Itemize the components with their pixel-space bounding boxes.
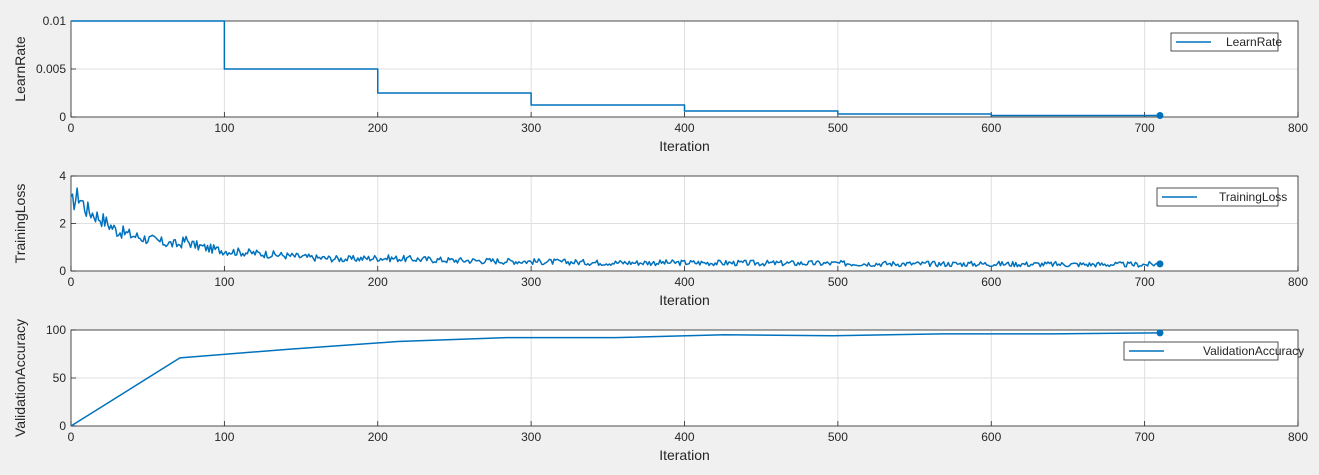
series-end-marker: [1156, 329, 1164, 337]
x-tick-label: 300: [521, 121, 541, 135]
x-tick-label: 300: [521, 430, 541, 444]
series-end-marker: [1156, 112, 1164, 119]
subplot-2: 0 100 200 300 400 500 600 700 800 0 2 4 Iteration Tra…: [12, 169, 1308, 308]
subplot-3: 0 100 200 300 400 500 600 700 800 0 50 100 Iteration…: [12, 319, 1308, 463]
x-tick-label: 600: [981, 121, 1001, 135]
x-tick-label: 100: [214, 121, 234, 135]
legend-box: [1170, 32, 1279, 52]
x-tick-label: 0: [68, 121, 75, 135]
y-axis-label: TrainingLoss: [12, 184, 28, 264]
x-tick-label: 600: [981, 430, 1001, 444]
x-axis-label: Iteration: [659, 138, 710, 154]
series-line-LearnRate: [71, 20, 1160, 117]
x-tick-label: 500: [828, 121, 848, 135]
y-tick-label: 0: [59, 419, 66, 433]
x-tick-label: 300: [521, 275, 541, 289]
y-axis-label: ValidationAccuracy: [12, 319, 28, 437]
x-tick-label: 0: [68, 430, 75, 444]
x-tick-label: 500: [828, 430, 848, 444]
x-tick-label: 500: [828, 275, 848, 289]
x-tick-label: 400: [674, 275, 694, 289]
y-tick-label: 0: [59, 110, 66, 124]
x-tick-label: 100: [214, 430, 234, 444]
x-axis-label: Iteration: [659, 447, 710, 463]
x-tick-label: 100: [214, 275, 234, 289]
x-tick-label: 400: [674, 121, 694, 135]
legend-label: TrainingLoss: [1219, 190, 1287, 204]
y-tick-label: 0.005: [36, 62, 66, 76]
y-tick-label: 50: [53, 371, 67, 385]
x-axis-label: Iteration: [659, 292, 710, 308]
x-tick-label: 400: [674, 430, 694, 444]
y-tick-label: 2: [59, 217, 66, 231]
y-tick-label: 0: [59, 264, 66, 278]
x-tick-label: 800: [1288, 430, 1308, 444]
series-end-marker: [1156, 260, 1164, 268]
y-axis-label: LearnRate: [12, 36, 28, 102]
x-tick-label: 200: [368, 121, 388, 135]
legend-box: [1156, 187, 1279, 207]
legend-label: ValidationAccuracy: [1203, 344, 1304, 358]
x-tick-label: 200: [368, 430, 388, 444]
x-tick-label: 0: [68, 275, 75, 289]
series-line-ValidationAccuracy: [70, 332, 1160, 427]
y-tick-label: 0.01: [43, 14, 67, 28]
x-tick-label: 700: [1135, 121, 1155, 135]
x-tick-label: 700: [1135, 430, 1155, 444]
legend: ValidationAccuracy: [1123, 341, 1304, 361]
x-tick-label: 700: [1135, 275, 1155, 289]
legend: TrainingLoss: [1156, 187, 1287, 207]
x-tick-label: 800: [1288, 121, 1308, 135]
y-tick-label: 4: [59, 169, 66, 183]
series-line-TrainingLoss: [70, 187, 1161, 268]
legend-label: LearnRate: [1226, 35, 1282, 49]
y-tick-label: 100: [46, 323, 66, 337]
legend-box: [1123, 341, 1279, 361]
legend: LearnRate: [1170, 32, 1282, 52]
subplot-1: 0 100 200 300 400 500 600 700 800 0 0.005 0.01 Itera…: [12, 14, 1308, 154]
x-tick-label: 200: [368, 275, 388, 289]
x-tick-label: 600: [981, 275, 1001, 289]
x-tick-label: 800: [1288, 275, 1308, 289]
